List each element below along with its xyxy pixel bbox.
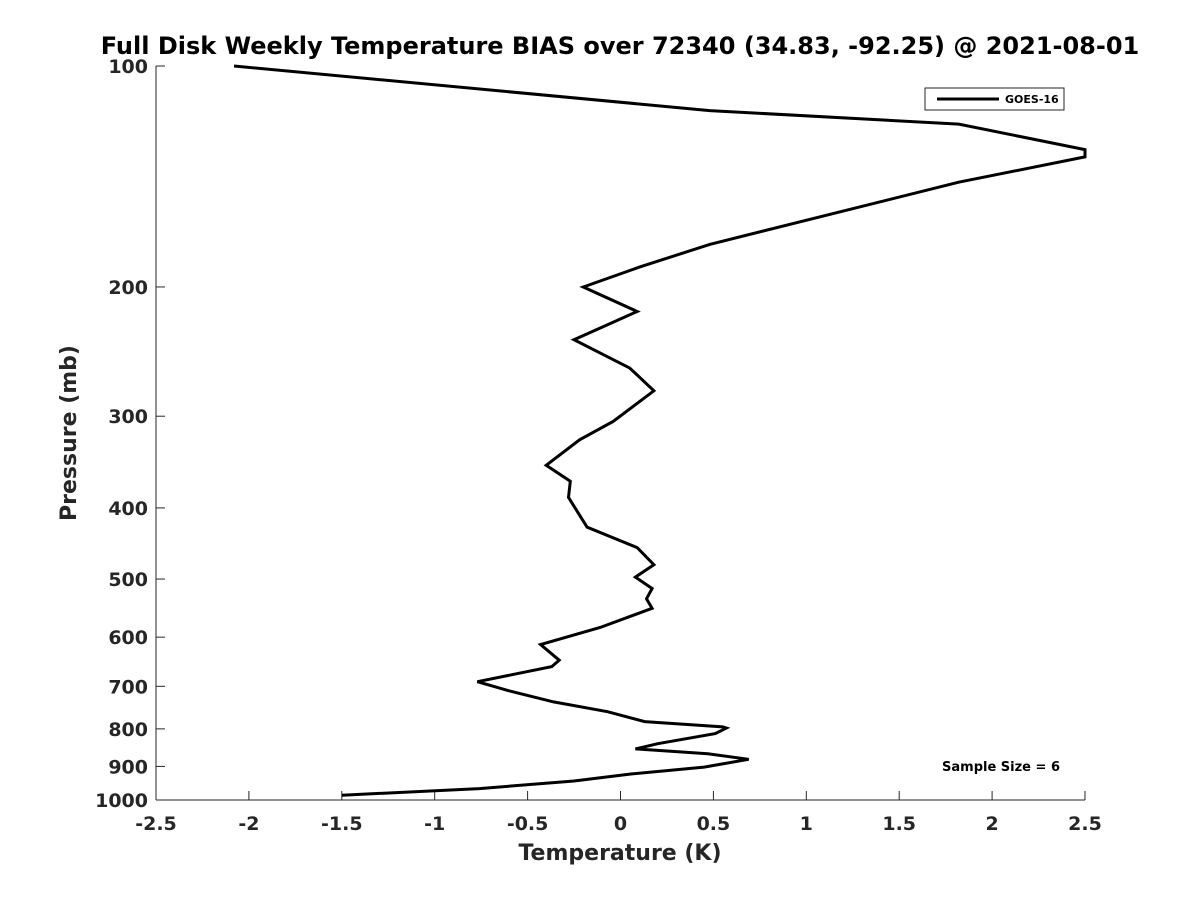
x-tick-label: 0.5 (697, 813, 731, 835)
x-tick-label: -2.5 (135, 813, 177, 835)
y-tick-label: 500 (108, 569, 148, 591)
x-tick-label: -0.5 (507, 813, 549, 835)
y-tick-label: 400 (108, 498, 148, 520)
x-tick-label: 2 (985, 813, 998, 835)
x-tick-label: 2.5 (1068, 813, 1102, 835)
y-axis-ticks: 100 200 300 400 500 600 700 800 900 1000 (95, 56, 165, 812)
chart-title: Full Disk Weekly Temperature BIAS over 7… (101, 32, 1140, 60)
y-axis-label: Pressure (mb) (57, 345, 82, 521)
y-tick-label: 100 (108, 56, 148, 78)
y-tick-label: 700 (108, 676, 148, 698)
series-line-goes-16 (233, 64, 1087, 797)
x-axis-ticks: -2.5 -2 -1.5 -1 -0.5 0 0.5 1 1.5 2 2.5 (135, 791, 1102, 835)
sample-size-annotation: Sample Size = 6 (942, 760, 1060, 775)
y-tick-label: 300 (108, 406, 148, 428)
y-tick-label: 200 (108, 277, 148, 299)
x-tick-label: 1.5 (882, 813, 916, 835)
y-tick-label: 1000 (95, 790, 148, 812)
y-tick-label: 600 (108, 627, 148, 649)
y-tick-label: 900 (108, 756, 148, 778)
x-tick-label: -2 (238, 813, 259, 835)
legend: GOES-16 (924, 87, 1065, 111)
legend-label-goes-16: GOES-16 (1005, 93, 1059, 106)
x-axis-label: Temperature (K) (518, 841, 721, 866)
series-layer (233, 64, 1087, 797)
x-tick-label: -1.5 (321, 813, 363, 835)
x-tick-label: 0 (614, 813, 627, 835)
x-tick-label: 1 (800, 813, 813, 835)
x-tick-label: -1 (424, 813, 445, 835)
y-tick-label: 800 (108, 719, 148, 741)
